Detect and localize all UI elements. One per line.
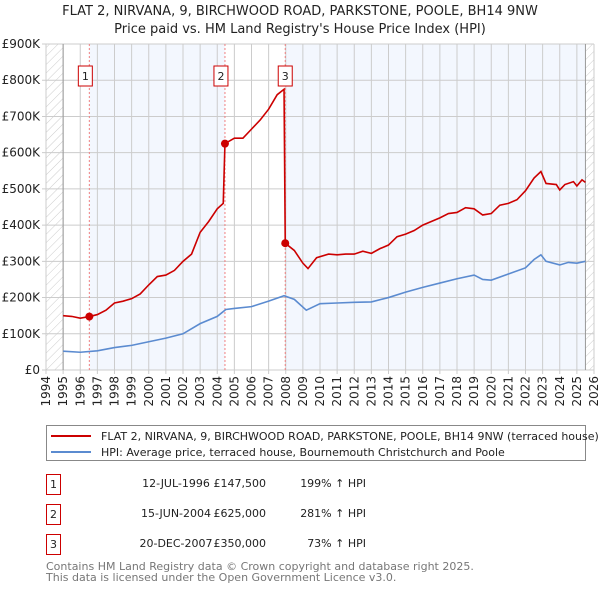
sale-label: 1: [82, 70, 89, 83]
sale-point: [85, 312, 94, 321]
sale-date: 12-JUL-1996: [142, 477, 210, 490]
footer-licence: This data is licensed under the Open Gov…: [46, 571, 397, 584]
y-tick-label: £500K: [2, 182, 42, 196]
x-tick-label: 2003: [193, 376, 207, 407]
chart-title: FLAT 2, NIRVANA, 9, BIRCHWOOD ROAD, PARK…: [62, 4, 538, 19]
x-tick-label: 2021: [501, 376, 515, 407]
price-chart: 1994 1995 1996 1997 1998 1999 2000 2001 2002 2003…: [2, 37, 600, 407]
y-tick-label: £600K: [2, 146, 42, 160]
x-tick-label: 1997: [90, 376, 104, 407]
sale-number: 3: [46, 534, 61, 555]
legend-label: FLAT 2, NIRVANA, 9, BIRCHWOOD ROAD, PARK…: [101, 429, 599, 443]
sale-label-box: [213, 65, 229, 87]
x-tick-label: 2016: [416, 376, 430, 407]
x-tick-label: 1994: [39, 376, 53, 407]
x-tick-label: 2023: [536, 376, 550, 407]
sale-number: 1: [46, 474, 61, 495]
x-tick-label: 2017: [433, 376, 447, 407]
x-tick-label: 2008: [279, 376, 293, 407]
x-tick-label: 2018: [450, 376, 464, 407]
sale-price: £625,000: [213, 507, 267, 520]
sale-label: 2: [217, 70, 224, 83]
x-tick-label: 1995: [56, 376, 70, 407]
sale-hpi: 199% ↑ HPI: [300, 477, 366, 490]
x-tick-label: 2011: [330, 376, 344, 407]
x-tick-label: 1999: [125, 376, 139, 407]
x-tick-label: 2009: [296, 376, 310, 407]
shaded-period: [285, 44, 586, 370]
x-tick-label: 2005: [227, 376, 241, 407]
legend-item-property: FLAT 2, NIRVANA, 9, BIRCHWOOD ROAD, PARK…: [51, 428, 599, 444]
legend-swatch-red: [51, 435, 91, 437]
x-tick-label: 1998: [108, 376, 122, 407]
chart-subtitle: Price paid vs. HM Land Registry's House …: [114, 22, 486, 37]
sale-point: [220, 139, 229, 148]
y-tick-label: £100K: [2, 327, 42, 341]
x-tick-label: 2020: [484, 376, 498, 407]
sale-date: 20-DEC-2007: [139, 537, 213, 550]
legend-item-hpi: HPI: Average price, terraced house, Bour…: [51, 444, 505, 460]
sale-hpi: 73% ↑ HPI: [307, 537, 366, 550]
sale-point: [281, 239, 290, 248]
y-tick-label: £400K: [2, 218, 42, 232]
sale-hpi: 281% ↑ HPI: [300, 507, 366, 520]
sale-price: £147,500: [213, 477, 267, 490]
x-tick-label: 2025: [570, 376, 584, 407]
price-paid-line: [63, 87, 586, 320]
x-tick-label: 2004: [210, 376, 224, 407]
footer-copyright: Contains HM Land Registry data © Crown c…: [46, 560, 474, 573]
sale-price: £350,000: [213, 537, 267, 550]
x-tick-label: 2000: [142, 376, 156, 407]
shaded-period: [89, 44, 225, 370]
x-tick-label: 2007: [262, 376, 276, 407]
legend-label: HPI: Average price, terraced house, Bour…: [101, 445, 505, 459]
legend-swatch-blue: [51, 451, 91, 453]
sale-label-box: [277, 65, 293, 87]
y-tick-label: £200K: [2, 291, 42, 305]
y-tick-label: £800K: [2, 73, 42, 87]
sale-label-box: [77, 65, 93, 87]
x-tick-label: 2012: [347, 376, 361, 407]
x-tick-label: 2002: [176, 376, 190, 407]
y-tick-label: £0: [25, 363, 40, 377]
x-tick-label: 2013: [364, 376, 378, 407]
y-tick-label: £700K: [2, 109, 42, 123]
x-tick-label: 2015: [399, 376, 413, 407]
x-tick-label: 2006: [245, 376, 259, 407]
x-tick-label: 2001: [159, 376, 173, 407]
x-tick-label: 2010: [313, 376, 327, 407]
x-tick-label: 2014: [382, 376, 396, 407]
x-tick-label: 2024: [553, 376, 567, 407]
sale-number: 2: [46, 504, 61, 525]
y-tick-label: £900K: [2, 37, 42, 51]
x-tick-label: 1996: [73, 376, 87, 407]
y-tick-label: £300K: [2, 254, 42, 268]
hatched-region: [46, 44, 64, 370]
legend: FLAT 2, NIRVANA, 9, BIRCHWOOD ROAD, PARK…: [46, 425, 599, 461]
hatched-region: [585, 44, 594, 370]
x-tick-label: 2022: [519, 376, 533, 407]
sale-label: 3: [282, 70, 289, 83]
sale-date: 15-JUN-2004: [140, 507, 212, 520]
x-tick-label: 2019: [467, 376, 481, 407]
hpi-line: [63, 253, 586, 354]
x-tick-label: 2026: [587, 376, 600, 407]
